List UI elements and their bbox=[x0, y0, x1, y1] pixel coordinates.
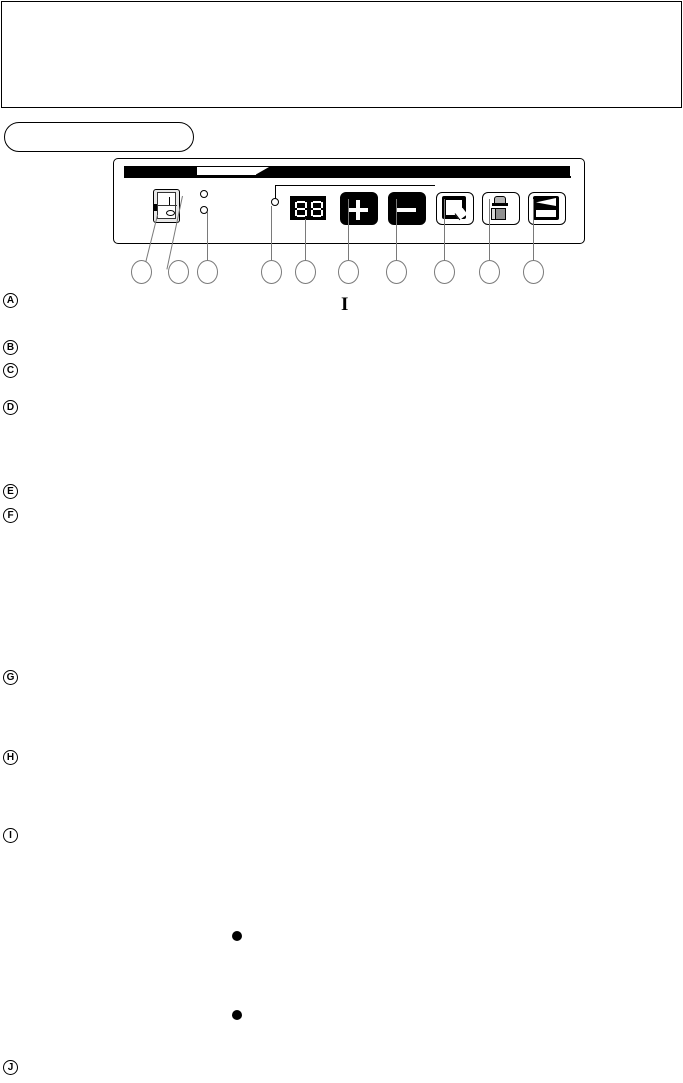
operation-panel bbox=[113, 158, 585, 244]
paper-select-button[interactable] bbox=[436, 192, 474, 225]
panel-header-inset bbox=[197, 167, 256, 175]
stray-bar-glyph: I bbox=[341, 294, 349, 315]
callout-2 bbox=[168, 260, 189, 284]
leader-line-7 bbox=[396, 199, 397, 271]
seven-segment-digit-1-icon bbox=[295, 201, 307, 217]
legend-mark-c: C bbox=[3, 363, 18, 378]
indicator-lamp-1-icon bbox=[200, 190, 208, 198]
power-switch[interactable] bbox=[153, 189, 180, 223]
legend-mark-f: F bbox=[3, 508, 18, 523]
sort-button[interactable] bbox=[482, 192, 520, 225]
top-note-box bbox=[1, 1, 682, 108]
legend-mark-b: B bbox=[3, 340, 18, 355]
leader-line-3 bbox=[207, 212, 208, 271]
legend-mark-a: A bbox=[3, 293, 18, 308]
leader-line-4 bbox=[271, 206, 272, 271]
callout-5 bbox=[295, 260, 316, 284]
legend-mark-i: I bbox=[3, 828, 18, 843]
top-note-text bbox=[12, 10, 671, 101]
leader-line-5 bbox=[305, 219, 306, 271]
callout-10 bbox=[523, 260, 544, 284]
legend-mark-d: D bbox=[3, 400, 18, 415]
callout-1 bbox=[131, 260, 152, 284]
legend-mark-h: H bbox=[3, 750, 18, 765]
callout-8 bbox=[434, 260, 455, 284]
legend-mark-e: E bbox=[3, 484, 18, 499]
callout-7 bbox=[386, 260, 407, 284]
panel-header-taper bbox=[255, 167, 269, 175]
leader-line-10 bbox=[533, 199, 534, 271]
leader-bracket-drop bbox=[275, 185, 276, 199]
exposure-button[interactable] bbox=[528, 192, 566, 225]
power-on-mark-icon bbox=[168, 197, 171, 206]
leader-line-6 bbox=[348, 199, 349, 271]
leader-bracket bbox=[275, 185, 435, 186]
callout-4 bbox=[261, 260, 282, 284]
seven-segment-digit-2-icon bbox=[311, 201, 323, 217]
callout-9 bbox=[479, 260, 500, 284]
panel-header-rule bbox=[124, 176, 571, 178]
legend-mark-g: G bbox=[3, 670, 18, 685]
indicator-lamp-2-icon bbox=[200, 206, 208, 214]
panel-header-bar bbox=[124, 166, 570, 177]
callout-3 bbox=[197, 260, 218, 284]
bullet-point-2-icon bbox=[232, 1010, 242, 1020]
minus-button[interactable] bbox=[388, 192, 426, 225]
leader-line-9 bbox=[489, 199, 490, 271]
power-off-mark-icon bbox=[165, 210, 175, 216]
plus-button[interactable] bbox=[340, 192, 378, 225]
copy-quantity-display bbox=[290, 196, 326, 220]
callout-6 bbox=[338, 260, 359, 284]
rocker-tab-icon bbox=[154, 204, 158, 211]
section-heading-pill bbox=[4, 122, 194, 152]
bullet-point-1-icon bbox=[232, 931, 242, 941]
indicator-lamp-3-icon bbox=[271, 198, 279, 206]
rocker-divider-icon bbox=[156, 205, 177, 206]
leader-line-8 bbox=[444, 199, 445, 271]
legend-mark-j: J bbox=[3, 1060, 18, 1075]
